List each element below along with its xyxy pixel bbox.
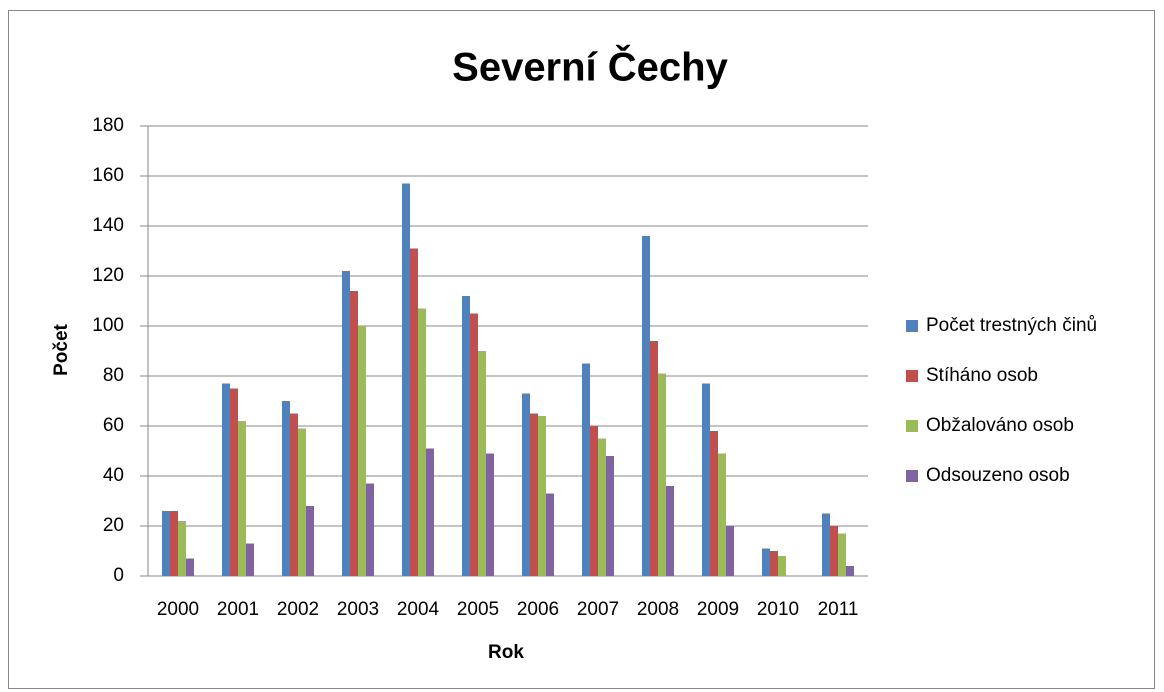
legend-label: Stíháno osob [926, 365, 1038, 386]
bar [306, 506, 314, 576]
legend-swatch [906, 470, 918, 482]
bar [522, 393, 530, 576]
bar [726, 526, 734, 576]
y-tick-label: 120 [92, 265, 124, 286]
bar [470, 313, 478, 576]
chart-border [8, 10, 1155, 689]
x-tick-label: 2011 [818, 599, 859, 620]
bar [186, 558, 194, 576]
y-tick-label: 100 [92, 315, 124, 336]
bar [546, 493, 554, 576]
bar [178, 521, 186, 576]
x-tick-label: 2010 [757, 599, 799, 620]
legend-swatch [906, 320, 918, 332]
x-tick-label: 2009 [697, 599, 739, 620]
bar [486, 453, 494, 576]
bar [590, 426, 598, 576]
bar [358, 326, 366, 576]
bar [650, 341, 658, 576]
bar [402, 183, 410, 576]
bar [282, 401, 290, 576]
y-tick-label: 140 [92, 215, 124, 236]
bar [666, 486, 674, 576]
bar [658, 373, 666, 576]
y-tick-label: 40 [103, 465, 124, 486]
bar [702, 383, 710, 576]
bar [342, 271, 350, 576]
bar [598, 438, 606, 576]
y-tick-label: 0 [113, 565, 124, 586]
bar [462, 296, 470, 576]
bar [778, 556, 786, 576]
bar [222, 383, 230, 576]
legend-label: Obžalováno osob [926, 415, 1074, 436]
bar [410, 248, 418, 576]
bar [846, 566, 854, 576]
bar [366, 483, 374, 576]
legend-swatch [906, 420, 918, 432]
bar [606, 456, 614, 576]
bar [350, 291, 358, 576]
bar [246, 543, 254, 576]
x-tick-label: 2006 [517, 599, 559, 620]
bar [830, 526, 838, 576]
x-tick-label: 2003 [337, 599, 379, 620]
y-axis-label: Počet [51, 323, 72, 375]
y-tick-label: 160 [92, 165, 124, 186]
bar [162, 511, 170, 576]
bar [170, 511, 178, 576]
bar [230, 388, 238, 576]
bar [530, 413, 538, 576]
bar [838, 533, 846, 576]
y-tick-label: 80 [103, 365, 124, 386]
x-tick-label: 2002 [277, 599, 319, 620]
bar [642, 236, 650, 576]
bar [718, 453, 726, 576]
y-tick-label: 60 [103, 415, 124, 436]
x-axis-label: Rok [488, 642, 524, 663]
legend-label: Odsouzeno osob [926, 465, 1070, 486]
x-tick-label: 2008 [637, 599, 679, 620]
bar [762, 548, 770, 576]
bar [582, 363, 590, 576]
bar [822, 513, 830, 576]
x-tick-label: 2007 [577, 599, 619, 620]
x-tick-label: 2001 [217, 599, 259, 620]
bar [418, 308, 426, 576]
x-tick-label: 2005 [457, 599, 499, 620]
legend-swatch [906, 370, 918, 382]
bar [238, 421, 246, 576]
x-tick-label: 2004 [397, 599, 440, 620]
bar [478, 351, 486, 576]
chart-title: Severní Čechy [452, 44, 728, 90]
bar [538, 416, 546, 576]
y-tick-label: 180 [92, 115, 124, 136]
bar [298, 428, 306, 576]
bar [290, 413, 298, 576]
legend-label: Počet trestných činů [926, 315, 1097, 336]
bar [770, 551, 778, 576]
x-tick-label: 2000 [157, 599, 199, 620]
bar [426, 448, 434, 576]
bar [710, 431, 718, 576]
y-tick-label: 20 [103, 515, 124, 536]
